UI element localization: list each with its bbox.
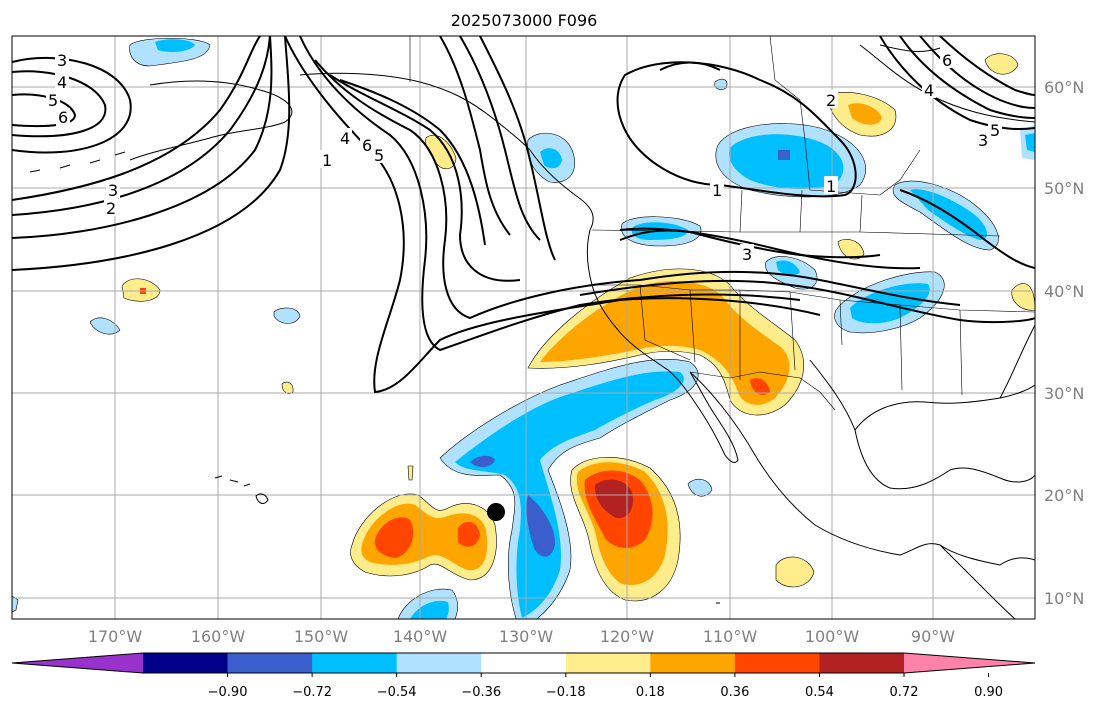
contour-label: 3 (742, 245, 752, 264)
pos-small-dot (407, 465, 414, 481)
colorbar-tick-label: 0.54 (805, 685, 834, 700)
lon-label: 160°W (191, 627, 246, 646)
lon-label: 170°W (88, 627, 143, 646)
positive-anomaly-fills (121, 53, 1035, 602)
contour-label: 5 (990, 121, 1000, 140)
contour-label: 3 (57, 51, 67, 70)
pos-small-cam (775, 556, 815, 588)
plot-title: 2025073000 F096 (451, 11, 598, 30)
colorbar-tick-label: −0.36 (461, 685, 501, 700)
colorbar-segment (565, 653, 651, 673)
colorbar-outline (11, 652, 1036, 674)
contour-label: 2 (826, 91, 836, 110)
neg-small-d (12, 595, 19, 613)
pos-west-core (750, 378, 770, 395)
map-content: 3 4 5 6 3 2 1 4 6 5 1 3 2 1 (12, 36, 1035, 619)
neg-core-b (470, 455, 495, 468)
lon-label: 150°W (294, 627, 349, 646)
pos-small-ne (984, 53, 1019, 75)
contour-label: 1 (712, 181, 722, 200)
colorbar-tick-label: 0.18 (636, 685, 665, 700)
pos-mx-core (594, 479, 634, 519)
contour-label: 3 (978, 131, 988, 150)
contour-label: 5 (374, 146, 384, 165)
contour-label: 4 (924, 81, 934, 100)
pos-hi-red-a (374, 517, 414, 558)
storm-position-marker (487, 503, 505, 521)
lat-label: 60°N (1044, 78, 1084, 97)
neg-band-mid (455, 371, 684, 618)
contour-label: 1 (826, 177, 836, 196)
contour-label: 4 (57, 73, 67, 92)
latitude-labels: 60°N 50°N 40°N 30°N 20°N 10°N (1044, 78, 1084, 608)
longitude-labels: 170°W 160°W 150°W 140°W 130°W 120°W 110°… (88, 627, 955, 646)
lat-label: 40°N (1044, 282, 1084, 301)
colorbar-tick-label: 0.90 (974, 685, 1003, 700)
contour-label: 4 (340, 129, 350, 148)
pos-small-hi (281, 381, 294, 394)
neg-small-a (89, 317, 121, 335)
neg-band-outer (439, 359, 699, 619)
neg-core-a (526, 495, 556, 557)
lon-label: 110°W (703, 627, 758, 646)
neg-bc-inner (540, 148, 562, 169)
lat-label: 30°N (1044, 384, 1084, 403)
pos-small-east (1011, 283, 1035, 311)
pos-small-hudson-mid (848, 103, 882, 125)
colorbar-segment (650, 653, 736, 673)
colorbar-tick-label: −0.54 (377, 685, 417, 700)
colorbar-extend-high (904, 653, 1035, 673)
lon-label: 130°W (499, 627, 554, 646)
contour-label: 6 (362, 136, 372, 155)
neg-hudson-inner (1025, 133, 1035, 152)
neg-canada-small (714, 78, 728, 90)
colorbar-segment (819, 653, 905, 673)
colorbar-tick-label: 0.72 (890, 685, 919, 700)
colorbar-tick-label: 0.36 (720, 685, 749, 700)
colorbar-segment (481, 653, 567, 673)
lon-label: 100°W (805, 627, 860, 646)
map-frame (11, 35, 1036, 620)
colorbar-segment (734, 653, 820, 673)
colorbar: −0.90 −0.72 −0.54 −0.36 −0.18 0.18 0.36 0.54 0.7… (11, 652, 1036, 700)
pos-west-mid (540, 281, 790, 405)
pos-hi-red-b (458, 521, 480, 547)
neg-small-c (687, 478, 713, 497)
lat-label: 20°N (1044, 486, 1084, 505)
neg-canada-inner (729, 134, 844, 189)
lat-label: 50°N (1044, 179, 1084, 198)
contour-labels: 3 4 5 6 3 2 1 4 6 5 1 3 2 1 (46, 50, 1002, 264)
contour-label: 5 (48, 91, 58, 110)
neg-wyo-inner (776, 260, 800, 276)
colorbar-extend-low (12, 653, 143, 673)
colorbar-tick-label: −0.72 (292, 685, 332, 700)
neg-plains-inner (850, 283, 930, 324)
contour-label: 6 (58, 108, 68, 127)
lon-label: 140°W (393, 627, 448, 646)
political-borders (409, 36, 1035, 411)
gridlines (12, 36, 1035, 619)
neg-canada-core (778, 150, 790, 160)
colorbar-segment (312, 653, 398, 673)
pos-small-plains (837, 239, 865, 260)
colorbar-segment (396, 653, 482, 673)
contour-label: 6 (942, 51, 952, 70)
coastlines (29, 44, 1035, 619)
colorbar-tick-label: −0.90 (208, 685, 248, 700)
contour-label: 1 (322, 151, 332, 170)
contour-label: 3 (108, 181, 118, 200)
neg-alaska-inner (155, 39, 195, 53)
contour-label: 2 (106, 199, 116, 218)
colorbar-segment (143, 653, 229, 673)
neg-small-b (273, 307, 301, 324)
lon-label: 120°W (600, 627, 655, 646)
lat-label: 10°N (1044, 589, 1084, 608)
colorbar-segment (227, 653, 313, 673)
colorbar-tick-label: −0.18 (546, 685, 586, 700)
lon-label: 90°W (911, 627, 955, 646)
